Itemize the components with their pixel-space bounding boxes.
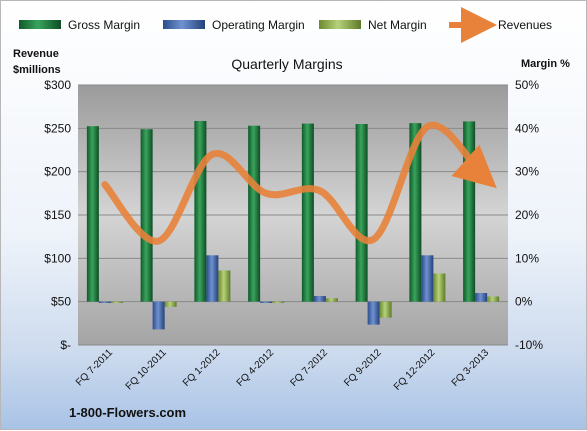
x-tick-label: FQ 3-2013: [450, 347, 492, 389]
revenue-line-path: [101, 121, 497, 245]
net-margin-bar: [218, 270, 231, 302]
x-tick-label: FQ 1-2012: [181, 347, 223, 389]
net-margin-bar: [379, 301, 392, 318]
gross-margin-bar: [194, 120, 207, 302]
left-axis-title-line2: $millions: [13, 64, 61, 76]
left-tick-label: $100: [44, 251, 71, 265]
left-tick-label: $150: [44, 208, 71, 222]
net-margin-bar: [487, 296, 500, 302]
x-tick-label: FQ 9-2012: [342, 347, 384, 389]
x-tick-label: FQ 4-2012: [235, 347, 277, 389]
gross-margin-legend-label: Gross Margin: [68, 18, 140, 32]
gross-margin-bar: [409, 123, 422, 302]
chart-title: Quarterly Margins: [231, 56, 342, 72]
operating-margin-bar: [260, 301, 273, 303]
operating-margin-legend-label: Operating Margin: [212, 18, 305, 32]
net-margin-legend-label: Net Margin: [368, 18, 427, 32]
gross-margin-bar: [86, 126, 99, 302]
x-axis-ticks: FQ 7-2011 FQ 10-2011 FQ 1-2012 FQ 4-2012 FQ …: [74, 347, 492, 393]
legend: Gross Margin Operating Margin Net Margin Re…: [19, 7, 552, 43]
net-margin-bar: [272, 301, 285, 303]
gross-margin-bar: [301, 123, 314, 302]
left-tick-label: $300: [44, 78, 71, 92]
operating-margin-bar: [152, 301, 165, 330]
operating-margin-bar: [313, 296, 326, 302]
source-label: 1-800-Flowers.com: [69, 405, 186, 420]
right-tick-label: 10%: [515, 251, 539, 265]
bars: [86, 120, 500, 330]
right-tick-label: -10%: [515, 338, 543, 352]
right-axis-title: Margin %: [521, 58, 570, 70]
operating-margin-bar: [98, 301, 111, 303]
left-axis-ticks: $- $50 $100 $150 $200 $250 $300: [44, 78, 71, 352]
operating-margin-bar: [475, 293, 488, 302]
net-margin-bar: [164, 301, 177, 307]
left-tick-label: $-: [60, 338, 71, 352]
right-tick-label: 40%: [515, 121, 539, 135]
operating-margin-bar: [367, 301, 380, 325]
revenues-legend-label: Revenues: [498, 18, 552, 32]
gross-margin-bar: [140, 129, 153, 302]
operating-margin-bar: [206, 255, 219, 302]
revenue-line: [101, 121, 497, 245]
right-axis-ticks: -10% 0% 10% 20% 30% 40% 50%: [515, 78, 543, 352]
right-tick-label: 20%: [515, 208, 539, 222]
operating-margin-legend-swatch: [163, 20, 205, 29]
x-tick-label: FQ 7-2011: [74, 347, 115, 388]
left-tick-label: $50: [51, 295, 71, 309]
net-margin-bar: [433, 273, 446, 302]
right-tick-label: 50%: [515, 78, 539, 92]
net-margin-bar: [325, 298, 338, 302]
gross-margin-bar: [355, 124, 368, 302]
x-tick-label: FQ 10-2011: [124, 347, 169, 392]
left-axis-title-line1: Revenue: [13, 48, 59, 60]
right-tick-label: 30%: [515, 165, 539, 179]
left-tick-label: $200: [44, 165, 71, 179]
left-tick-label: $250: [44, 121, 71, 135]
operating-margin-bar: [421, 255, 434, 302]
net-margin-legend-swatch: [319, 20, 361, 29]
right-tick-label: 0%: [515, 295, 533, 309]
gross-margin-bar: [248, 125, 261, 302]
gross-margin-legend-swatch: [19, 20, 61, 29]
x-tick-label: FQ 12-2012: [392, 347, 438, 393]
net-margin-bar: [110, 301, 123, 303]
x-tick-label: FQ 7-2012: [288, 347, 330, 389]
